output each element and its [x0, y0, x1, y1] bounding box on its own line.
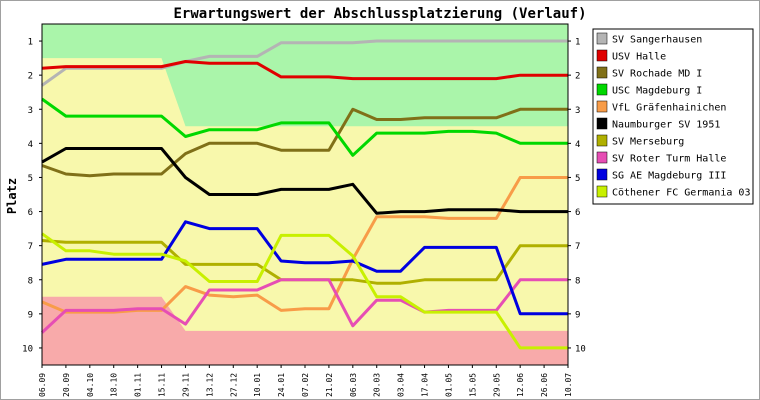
- series-line-usv-halle: [41, 60, 568, 81]
- x-tick-label: 13.12: [205, 373, 214, 397]
- legend-label: SG AE Magdeburg III: [612, 171, 726, 182]
- y-tick-label-right: 4: [575, 140, 580, 150]
- zone-promotion: [42, 24, 568, 127]
- zone-relegation: [42, 296, 568, 365]
- legend: SV Sangerhausen USV Halle SV Rochade MD I U…: [592, 28, 754, 205]
- y-tick-label-right: 7: [575, 242, 580, 252]
- legend-swatch: [596, 100, 608, 113]
- legend-swatch: [596, 168, 608, 181]
- y-tick-label-right: 1: [575, 38, 580, 48]
- legend-label: SV Merseburg: [612, 137, 684, 148]
- y-tick-label-right: 5: [575, 174, 580, 184]
- x-tick-label: 18.10: [110, 373, 119, 397]
- legend-label: VfL Gräfenhainichen: [612, 103, 726, 114]
- series-line-sv-roter-turm-halle: [40, 278, 568, 334]
- x-tick-label: 04.10: [86, 373, 95, 397]
- x-tick-label: 15.11: [158, 373, 167, 397]
- x-tick-label: 07.02: [301, 373, 310, 397]
- x-axis: 06.09 20.09 04.10 18.10 01.11 15.11 29.11 13.12…: [38, 365, 573, 397]
- series-layer: [40, 39, 568, 350]
- series-line-vfl-gra-fenhainichen: [41, 176, 568, 314]
- y-tick-label-right: 9: [575, 310, 580, 320]
- x-tick-label: 15.05: [468, 373, 477, 397]
- y-tick-label-right: 2: [575, 72, 580, 82]
- x-tick-label: 06.09: [38, 373, 47, 397]
- y-axis-label: Platz: [5, 178, 19, 214]
- x-tick-label: 06.03: [349, 373, 358, 397]
- y-tick-label-left: 4: [28, 140, 33, 150]
- x-tick-label: 21.02: [325, 373, 334, 397]
- y-tick-label-right: 6: [575, 208, 580, 218]
- legend-label: Cöthener FC Germania 03: [612, 188, 750, 199]
- x-tick-label: 01.11: [134, 373, 143, 397]
- x-tick-label: 12.06: [516, 373, 525, 397]
- legend-swatch: [596, 32, 608, 45]
- x-tick-label: 27.12: [229, 373, 238, 397]
- x-tick-label: 29.05: [492, 373, 501, 397]
- series-line-sg-ae-magdeburg-iii: [41, 220, 568, 316]
- y-tick-label-left: 2: [28, 72, 33, 82]
- zone-layer: [42, 24, 568, 365]
- x-tick-label: 03.04: [397, 373, 406, 397]
- y-tick-label-left: 10: [22, 344, 33, 354]
- legend-box: [592, 28, 754, 205]
- x-tick-label: 01.05: [444, 373, 453, 397]
- legend-swatch: [596, 49, 608, 62]
- x-tick-label: 20.03: [373, 373, 382, 397]
- legend-swatch: [596, 134, 608, 147]
- y-tick-label-left: 3: [28, 106, 33, 116]
- legend-label: SV Roter Turm Halle: [612, 154, 726, 165]
- chart-title: Erwartungswert der Abschlussplatzierung …: [173, 6, 586, 22]
- series-line-usc-magdeburg-i: [41, 97, 568, 157]
- y-tick-label-right: 3: [575, 106, 580, 116]
- legend-label: USV Halle: [612, 52, 666, 63]
- x-tick-label: 20.09: [62, 373, 71, 397]
- y-axis: 1 1 2 2 3 3 4 4 5 5 6 6 7 7 8 8 9 9 10 10: [22, 38, 586, 355]
- series-line-sv-rochade-md-i: [41, 107, 568, 178]
- x-tick-label: 29.11: [181, 373, 190, 397]
- y-tick-label-left: 8: [28, 276, 33, 286]
- x-tick-label: 10.01: [253, 373, 262, 397]
- y-tick-label-left: 7: [28, 242, 33, 252]
- legend-swatch: [596, 117, 608, 130]
- legend-swatch: [596, 66, 608, 79]
- series-line-sv-sangerhausen: [41, 39, 568, 87]
- y-tick-label-left: 6: [28, 208, 33, 218]
- x-tick-label: 24.01: [277, 373, 286, 397]
- x-tick-label: 17.04: [421, 373, 430, 397]
- y-tick-label-right: 10: [575, 344, 586, 354]
- legend-label: Naumburger SV 1951: [612, 120, 720, 131]
- legend-swatch: [596, 151, 608, 164]
- y-tick-label-left: 1: [28, 38, 33, 48]
- y-tick-label-right: 8: [575, 276, 580, 286]
- legend-swatch: [596, 83, 608, 96]
- y-tick-label-left: 9: [28, 310, 33, 320]
- legend-label: SV Rochade MD I: [612, 69, 702, 80]
- legend-label: USC Magdeburg I: [612, 86, 702, 97]
- x-tick-label: 10.07: [564, 373, 573, 397]
- series-line-naumburger-sv-1951: [41, 147, 568, 215]
- x-tick-label: 26.06: [540, 373, 549, 397]
- series-line-co-thener-fc-germania-03: [41, 232, 568, 350]
- legend-swatch: [596, 185, 608, 198]
- y-tick-label-left: 5: [28, 174, 33, 184]
- legend-label: SV Sangerhausen: [612, 35, 702, 46]
